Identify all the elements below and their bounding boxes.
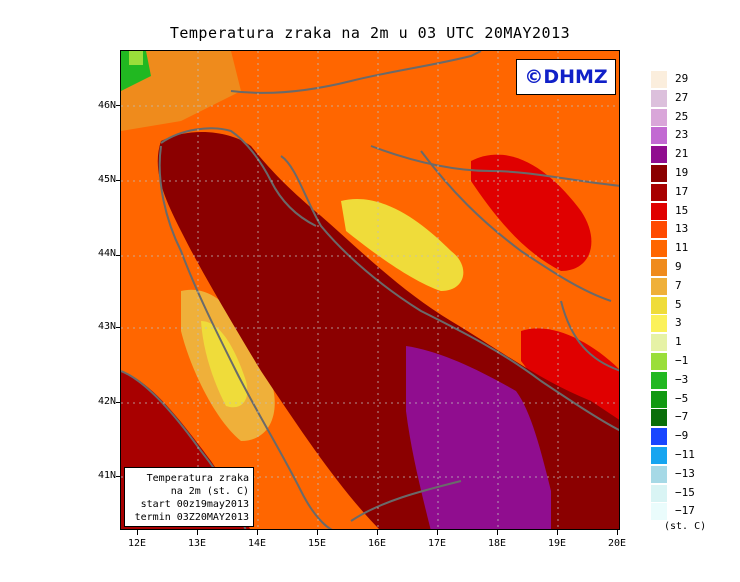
legend-swatch bbox=[651, 503, 667, 521]
lon-tick bbox=[377, 530, 378, 535]
legend-swatch bbox=[651, 484, 667, 502]
legend-swatch bbox=[651, 409, 667, 427]
legend-swatch bbox=[651, 127, 667, 145]
legend-label: −15 bbox=[675, 485, 695, 499]
lon-label: 16E bbox=[367, 538, 387, 549]
legend-label: 3 bbox=[675, 316, 682, 330]
lon-label: 12E bbox=[127, 538, 147, 549]
temperature-map: ©DHMZ Temperatura zraka na 2m (st. C) st… bbox=[120, 50, 620, 530]
info-box: Temperatura zraka na 2m (st. C) start 00… bbox=[124, 467, 254, 527]
italy-yellow-zone bbox=[201, 321, 248, 408]
alps-cold-core bbox=[129, 51, 143, 65]
info-line-title: Temperatura zraka bbox=[146, 473, 249, 484]
inland-yellow-zone bbox=[341, 199, 464, 291]
map-canvas bbox=[121, 51, 619, 529]
alps-warm-zone bbox=[121, 51, 241, 131]
info-line-unit: na 2m (st. C) bbox=[170, 486, 249, 497]
lat-tick bbox=[116, 476, 121, 477]
lat-label: 41N bbox=[97, 470, 116, 481]
graticule bbox=[121, 51, 619, 529]
legend-label: 19 bbox=[675, 166, 689, 179]
info-line-start: start 00z19may2013 bbox=[140, 499, 249, 510]
legend-unit: (st. C) bbox=[664, 521, 707, 532]
legend-label: −3 bbox=[675, 372, 689, 386]
legend-label: 15 bbox=[675, 203, 689, 217]
legend-label: −17 bbox=[675, 504, 695, 518]
legend-swatch bbox=[651, 71, 667, 88]
lon-tick bbox=[257, 530, 258, 535]
legend-swatch bbox=[651, 221, 667, 239]
lat-label: 44N bbox=[97, 248, 116, 259]
legend-label: 5 bbox=[675, 297, 682, 311]
legend-label: 1 bbox=[675, 335, 682, 349]
legend-swatch bbox=[651, 371, 667, 389]
legend-label: 11 bbox=[675, 241, 689, 255]
lat-tick bbox=[116, 255, 121, 256]
lat-tick bbox=[116, 402, 121, 403]
legend-swatch bbox=[651, 202, 667, 220]
legend-swatch bbox=[651, 390, 667, 408]
legend-label: −9 bbox=[675, 429, 689, 443]
legend-swatch bbox=[651, 465, 667, 483]
legend-swatch bbox=[651, 165, 667, 182]
lat-label: 45N bbox=[97, 174, 116, 185]
lat-label: 43N bbox=[97, 321, 116, 332]
legend-swatch bbox=[651, 240, 667, 258]
lon-label: 20E bbox=[607, 538, 627, 549]
legend-swatch bbox=[651, 89, 667, 107]
lon-label: 19E bbox=[547, 538, 567, 549]
legend-label: −13 bbox=[675, 466, 695, 480]
legend-swatch bbox=[651, 183, 667, 201]
legend-label: 23 bbox=[675, 128, 689, 142]
lon-tick bbox=[617, 530, 618, 535]
legend-label: 21 bbox=[675, 147, 689, 161]
legend-label: −7 bbox=[675, 410, 689, 424]
lon-label: 15E bbox=[307, 538, 327, 549]
legend-swatch bbox=[651, 296, 667, 314]
lat-tick bbox=[116, 105, 121, 106]
coastlines bbox=[121, 51, 619, 529]
lon-label: 14E bbox=[247, 538, 267, 549]
legend-swatch bbox=[651, 334, 667, 352]
lon-tick bbox=[197, 530, 198, 535]
legend-swatch bbox=[651, 353, 667, 370]
legend-label: 7 bbox=[675, 278, 682, 292]
lat-tick bbox=[116, 180, 121, 181]
lon-tick bbox=[317, 530, 318, 535]
legend-label: −11 bbox=[675, 448, 695, 461]
inland-red-zone bbox=[471, 154, 592, 271]
lon-tick bbox=[437, 530, 438, 535]
legend-swatch bbox=[651, 447, 667, 464]
legend-label: 9 bbox=[675, 260, 682, 273]
legend-label: −1 bbox=[675, 354, 689, 367]
legend-label: −5 bbox=[675, 391, 689, 405]
legend-swatch bbox=[651, 259, 667, 276]
legend-swatch bbox=[651, 108, 667, 126]
lon-label: 13E bbox=[187, 538, 207, 549]
legend-swatch bbox=[651, 277, 667, 295]
legend-swatch bbox=[651, 315, 667, 333]
legend-label: 29 bbox=[675, 72, 689, 85]
lat-label: 46N bbox=[97, 100, 116, 111]
lon-tick bbox=[137, 530, 138, 535]
legend-label: 27 bbox=[675, 90, 689, 104]
lon-tick bbox=[557, 530, 558, 535]
info-line-termin: termin 03Z20MAY2013 bbox=[134, 512, 249, 523]
lat-label: 42N bbox=[97, 396, 116, 407]
lon-tick bbox=[497, 530, 498, 535]
lon-label: 18E bbox=[487, 538, 507, 549]
legend-swatch bbox=[651, 146, 667, 164]
legend-swatch bbox=[651, 428, 667, 446]
lat-tick bbox=[116, 327, 121, 328]
chart-title: Temperatura zraka na 2m u 03 UTC 20MAY20… bbox=[169, 24, 571, 42]
alps-cold-zone bbox=[121, 51, 151, 91]
dhmz-logo: ©DHMZ bbox=[516, 59, 616, 95]
legend-label: 13 bbox=[675, 222, 689, 236]
lon-label: 17E bbox=[427, 538, 447, 549]
legend-label: 17 bbox=[675, 184, 689, 198]
legend-label: 25 bbox=[675, 109, 689, 123]
ionian-sea-hot bbox=[406, 346, 551, 529]
